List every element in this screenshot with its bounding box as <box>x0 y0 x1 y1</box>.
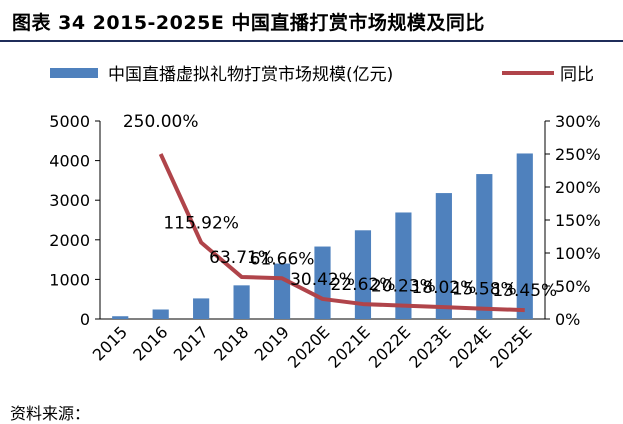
growth-data-label: 13.45% <box>492 281 557 301</box>
left-axis-tick-label: 4000 <box>49 152 90 171</box>
chart: 中国直播虚拟礼物打赏市场规模(亿元) 同比 0 1000 2000 3000 4000 5… <box>0 0 623 410</box>
left-axis-tick-label: 2000 <box>49 231 90 250</box>
bar <box>193 298 209 319</box>
legend-label-line: 同比 <box>560 65 594 85</box>
x-axis-tick-label: 2017 <box>170 322 212 364</box>
left-axis-tick-label: 0 <box>80 310 90 329</box>
growth-data-label: 250.00% <box>123 112 199 132</box>
right-axis-tick-label: 50% <box>555 277 591 296</box>
x-axis-tick-label: 2023E <box>405 322 454 371</box>
left-axis-tick-label: 3000 <box>49 191 90 210</box>
bar <box>274 264 290 319</box>
x-axis-tick-label: 2018 <box>210 322 252 364</box>
bar <box>395 212 411 319</box>
x-axis-tick-label: 2021E <box>324 322 373 371</box>
x-axis-tick-label: 2016 <box>129 322 171 364</box>
left-axis-tick-label: 5000 <box>49 112 90 131</box>
legend-swatch-bar <box>50 68 98 78</box>
x-axis-tick-label: 2024E <box>446 322 495 371</box>
x-axis-tick-label: 2020E <box>284 322 333 371</box>
bar <box>436 193 452 319</box>
x-axis-tick-label: 2025E <box>486 322 535 371</box>
left-axis: 0 1000 2000 3000 4000 5000 <box>49 112 100 329</box>
left-axis-tick-label: 1000 <box>49 270 90 289</box>
bar <box>234 285 250 319</box>
x-axis-tick-label: 2022E <box>365 322 414 371</box>
legend: 中国直播虚拟礼物打赏市场规模(亿元) 同比 <box>50 65 594 85</box>
source-note: 资料来源： <box>10 400 90 424</box>
x-axis: 201520162017201820192020E2021E2022E2023E… <box>89 319 545 372</box>
bar <box>153 309 169 319</box>
right-axis-tick-label: 0% <box>555 310 580 329</box>
right-axis-tick-label: 200% <box>555 178 601 197</box>
growth-data-label: 115.92% <box>163 213 239 233</box>
right-axis-tick-label: 150% <box>555 211 601 230</box>
right-axis-tick-label: 300% <box>555 112 601 131</box>
right-axis-tick-label: 100% <box>555 244 601 263</box>
right-axis-tick-label: 250% <box>555 145 601 164</box>
bar <box>112 316 128 319</box>
legend-label-bar: 中国直播虚拟礼物打赏市场规模(亿元) <box>108 65 393 85</box>
x-axis-tick-label: 2015 <box>89 322 131 364</box>
growth-data-label: 61.66% <box>250 249 315 269</box>
